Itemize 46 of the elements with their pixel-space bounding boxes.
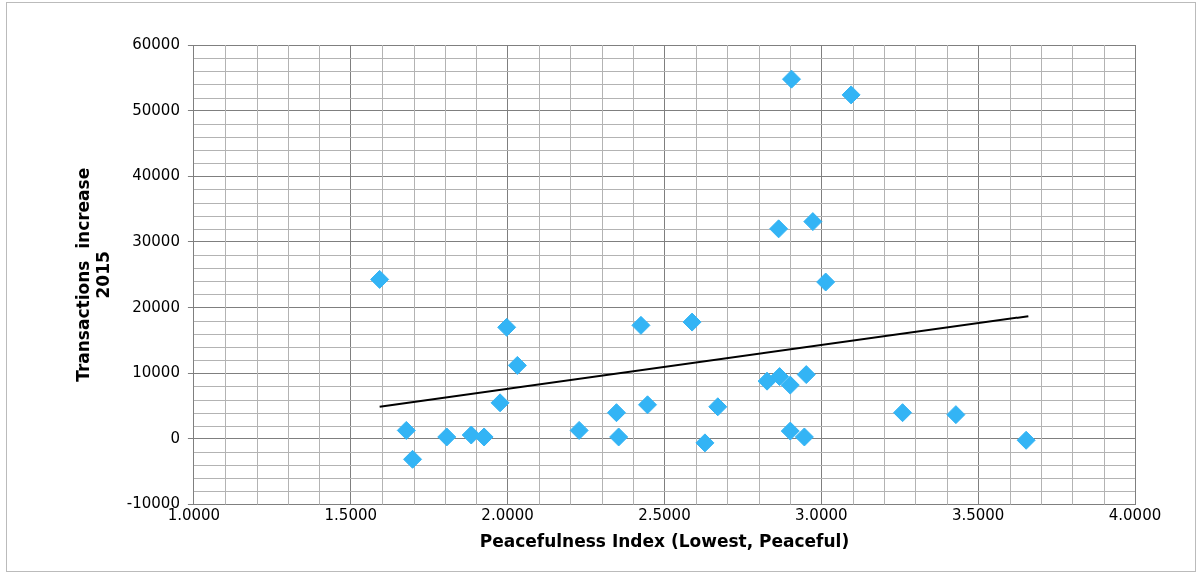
y-axis-title: Transactions increase 2015 <box>72 167 114 382</box>
point <box>695 433 715 453</box>
point <box>893 403 913 423</box>
point <box>796 365 816 385</box>
point <box>490 393 510 413</box>
point <box>606 403 626 423</box>
point <box>682 312 702 332</box>
point <box>769 219 789 239</box>
point <box>841 85 861 105</box>
point <box>370 269 390 289</box>
point <box>780 375 800 395</box>
x-tick-label: 3.0000 <box>795 506 848 525</box>
point <box>946 405 966 425</box>
point <box>757 371 777 391</box>
point <box>803 212 823 232</box>
y-tick-label: 10000 <box>132 363 180 382</box>
x-tick-label: 2.5000 <box>638 506 691 525</box>
point <box>396 420 416 440</box>
x-tick-label: 1.5000 <box>324 506 378 525</box>
point <box>780 421 800 441</box>
x-tick-label: 2.0000 <box>481 506 534 525</box>
point <box>1016 430 1036 450</box>
point <box>770 367 790 387</box>
x-axis-title: Peacefulness Index (Lowest, Peaceful) <box>479 531 850 552</box>
point <box>507 355 527 375</box>
point <box>497 317 517 337</box>
point <box>782 69 802 89</box>
y-tick-label: 30000 <box>132 231 180 250</box>
y-tick-label: 20000 <box>132 297 180 316</box>
point <box>708 397 728 417</box>
point <box>403 449 423 469</box>
y-tick-label: 0 <box>170 428 180 447</box>
point <box>569 420 589 440</box>
point <box>794 427 814 447</box>
point <box>638 395 658 415</box>
x-tick-label: 3.5000 <box>951 506 1005 525</box>
y-tick-label: 50000 <box>132 100 180 119</box>
point <box>631 315 651 335</box>
x-tick-label: 4.0000 <box>1108 506 1162 525</box>
point <box>474 427 494 447</box>
point <box>609 427 629 447</box>
point <box>461 425 481 445</box>
point <box>816 272 836 292</box>
point <box>437 427 457 447</box>
y-tick-label: 40000 <box>132 166 180 185</box>
y-tick-label: 60000 <box>132 34 180 53</box>
